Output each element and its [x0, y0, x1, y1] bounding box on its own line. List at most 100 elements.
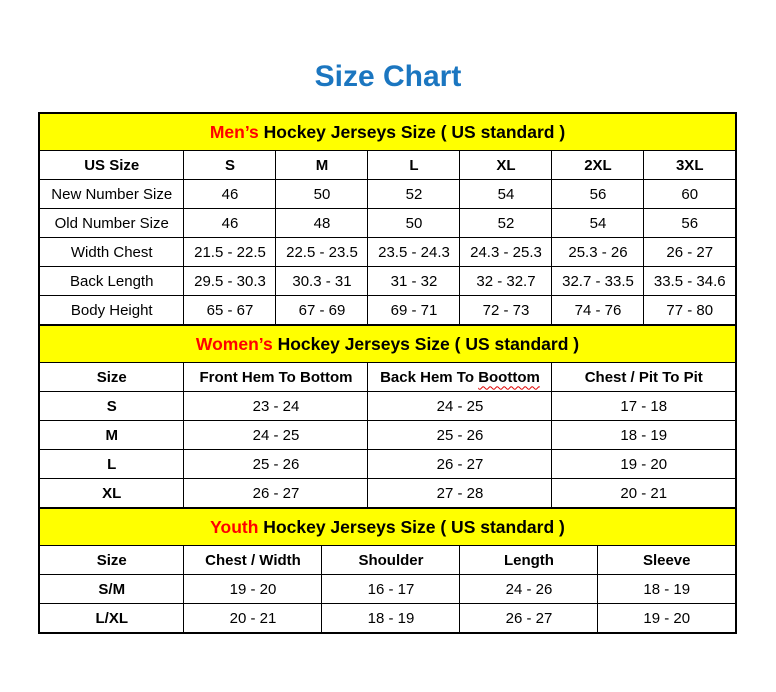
mens-section-header-highlight: Men’s — [209, 121, 259, 142]
cell-value: 30.3 - 31 — [275, 266, 369, 296]
mens-section-header: Men’s Hockey Jerseys Size ( US standard … — [38, 112, 737, 151]
cell-value: 25 - 26 — [367, 420, 553, 450]
table-row: Body Height 65 - 67 67 - 69 69 - 71 72 - 73 7… — [38, 295, 737, 326]
youth-section-header-highlight: Youth — [210, 516, 259, 537]
youth-size-table: Youth Hockey Jerseys Size ( US standard … — [38, 507, 737, 634]
youth-column-header-row: Size Chest / Width Shoulder Length Sleeve — [38, 545, 737, 575]
mens-column-header-row: US Size S M L XL 2XL 3XL — [38, 150, 737, 180]
womens-section-header-highlight: Women’s — [195, 333, 273, 354]
cell-value: 60 — [643, 179, 737, 209]
youth-section-header: Youth Hockey Jerseys Size ( US standard … — [38, 507, 737, 546]
cell-value: 19 - 20 — [183, 574, 323, 604]
size-tables-container: Men’s Hockey Jerseys Size ( US standard … — [38, 112, 737, 634]
cell-value: 54 — [551, 208, 645, 238]
cell-value: 29.5 - 30.3 — [183, 266, 277, 296]
womens-column-header-row: Size Front Hem To Bottom Back Hem To Boott… — [38, 362, 737, 392]
cell-value: 74 - 76 — [551, 295, 645, 326]
cell-value: 67 - 69 — [275, 295, 369, 326]
table-row: Old Number Size 46 48 50 52 54 56 — [38, 208, 737, 238]
cell-value: 31 - 32 — [367, 266, 461, 296]
column-header: Shoulder — [321, 545, 461, 575]
cell-value: 50 — [275, 179, 369, 209]
row-label: S/M — [38, 574, 185, 604]
cell-value: 32.7 - 33.5 — [551, 266, 645, 296]
row-label: Width Chest — [38, 237, 185, 267]
cell-value: 18 - 19 — [597, 574, 737, 604]
table-row: New Number Size 46 50 52 54 56 60 — [38, 179, 737, 209]
cell-value: 72 - 73 — [459, 295, 553, 326]
cell-value: 18 - 19 — [551, 420, 737, 450]
cell-value: 33.5 - 34.6 — [643, 266, 737, 296]
cell-value: 21.5 - 22.5 — [183, 237, 277, 267]
row-label: Old Number Size — [38, 208, 185, 238]
column-header: Front Hem To Bottom — [183, 362, 369, 392]
table-row: Back Length 29.5 - 30.3 30.3 - 31 31 - 32 32… — [38, 266, 737, 296]
column-header: Size — [38, 545, 185, 575]
column-header-text: Back Hem To — [380, 368, 479, 386]
cell-value: 23 - 24 — [183, 391, 369, 421]
cell-value: 26 - 27 — [367, 449, 553, 479]
cell-value: 77 - 80 — [643, 295, 737, 326]
cell-value: 46 — [183, 208, 277, 238]
cell-value: 69 - 71 — [367, 295, 461, 326]
cell-value: 54 — [459, 179, 553, 209]
cell-value: 20 - 21 — [551, 478, 737, 509]
mens-section-header-text: Hockey Jerseys Size ( US standard ) — [258, 121, 566, 142]
womens-section-header: Women’s Hockey Jerseys Size ( US standar… — [38, 324, 737, 363]
table-row: XL 26 - 27 27 - 28 20 - 21 — [38, 478, 737, 509]
cell-value: 24 - 25 — [183, 420, 369, 450]
cell-value: 26 - 27 — [459, 603, 599, 634]
table-row: Width Chest 21.5 - 22.5 22.5 - 23.5 23.5 - … — [38, 237, 737, 267]
youth-section-header-row: Youth Hockey Jerseys Size ( US standard … — [38, 507, 737, 546]
column-header: S — [183, 150, 277, 180]
cell-value: 52 — [459, 208, 553, 238]
row-label: L — [38, 449, 185, 479]
row-label: Back Length — [38, 266, 185, 296]
column-header: M — [275, 150, 369, 180]
cell-value: 46 — [183, 179, 277, 209]
cell-value: 26 - 27 — [183, 478, 369, 509]
table-row: L 25 - 26 26 - 27 19 - 20 — [38, 449, 737, 479]
womens-section-header-row: Women’s Hockey Jerseys Size ( US standar… — [38, 324, 737, 363]
womens-size-table: Women’s Hockey Jerseys Size ( US standar… — [38, 324, 737, 509]
mens-section-header-row: Men’s Hockey Jerseys Size ( US standard … — [38, 112, 737, 151]
page-title: Size Chart — [314, 60, 462, 93]
cell-value: 50 — [367, 208, 461, 238]
row-label: XL — [38, 478, 185, 509]
cell-value: 27 - 28 — [367, 478, 553, 509]
table-row: S 23 - 24 24 - 25 17 - 18 — [38, 391, 737, 421]
table-row: M 24 - 25 25 - 26 18 - 19 — [38, 420, 737, 450]
cell-value: 32 - 32.7 — [459, 266, 553, 296]
youth-table-body: Size Chest / Width Shoulder Length Sleeve S/M… — [38, 545, 737, 634]
cell-value: 19 - 20 — [597, 603, 737, 634]
column-header: Size — [38, 362, 185, 392]
cell-value: 56 — [643, 208, 737, 238]
table-row: S/M 19 - 20 16 - 17 24 - 26 18 - 19 — [38, 574, 737, 604]
cell-value: 17 - 18 — [551, 391, 737, 421]
cell-value: 24 - 26 — [459, 574, 599, 604]
column-header: 2XL — [551, 150, 645, 180]
size-chart-page: Size Chart Men’s Hockey Jerseys Size ( U… — [38, 60, 737, 634]
cell-value: 18 - 19 — [321, 603, 461, 634]
cell-value: 56 — [551, 179, 645, 209]
youth-section-header-text: Hockey Jerseys Size ( US standard ) — [258, 516, 565, 537]
row-label: S — [38, 391, 185, 421]
column-header: Chest / Pit To Pit — [551, 362, 737, 392]
cell-value: 52 — [367, 179, 461, 209]
cell-value: 23.5 - 24.3 — [367, 237, 461, 267]
cell-value: 24.3 - 25.3 — [459, 237, 553, 267]
misspelled-word: Boottom — [478, 368, 540, 386]
row-label: L/XL — [38, 603, 185, 634]
column-header: Chest / Width — [183, 545, 323, 575]
cell-value: 20 - 21 — [183, 603, 323, 634]
column-header: Sleeve — [597, 545, 737, 575]
mens-size-table: Men’s Hockey Jerseys Size ( US standard … — [38, 112, 737, 326]
cell-value: 16 - 17 — [321, 574, 461, 604]
cell-value: 48 — [275, 208, 369, 238]
cell-value: 24 - 25 — [367, 391, 553, 421]
row-label: M — [38, 420, 185, 450]
column-header: L — [367, 150, 461, 180]
row-label: Body Height — [38, 295, 185, 326]
column-header: Back Hem To Boottom — [367, 362, 553, 392]
mens-table-body: US Size S M L XL 2XL 3XL New Number Size 46 50 52 5… — [38, 150, 737, 326]
